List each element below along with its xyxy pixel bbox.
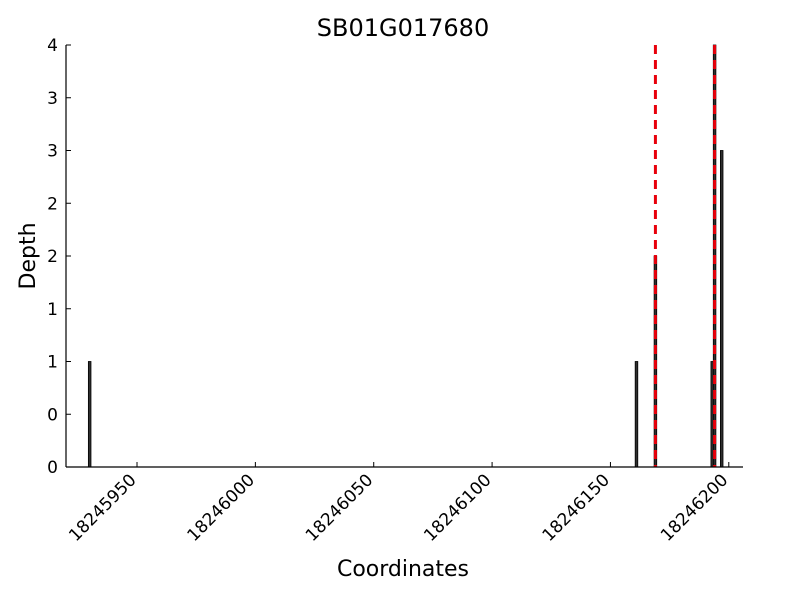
chart-title: SB01G017680 <box>317 14 489 42</box>
y-tick-label: 4 <box>47 36 58 56</box>
ticks-layer: 0 0 1 1 2 2 3 3 4 18245950 18246000 18246050 1824610… <box>47 36 732 546</box>
reference-lines-layer <box>653 45 717 467</box>
y-tick-label: 3 <box>47 142 58 162</box>
y-axis-label: Depth <box>16 222 41 289</box>
x-tick-label: 18246150 <box>539 470 614 545</box>
bar <box>720 150 724 468</box>
y-tick-label: 2 <box>47 247 58 267</box>
y-tick-label: 1 <box>47 300 58 320</box>
x-tick-label: 18245950 <box>65 470 140 545</box>
x-tick-label: 18246000 <box>184 470 259 545</box>
y-tick-label: 1 <box>47 353 58 373</box>
x-axis-label: Coordinates <box>337 557 469 582</box>
axes-layer <box>65 45 743 468</box>
bars-layer <box>87 44 724 468</box>
y-tick-label: 3 <box>47 89 58 109</box>
bar <box>634 361 639 468</box>
x-tick-label: 18246100 <box>420 470 495 545</box>
x-tick-label: 18246200 <box>657 470 732 545</box>
x-tick-label: 18246050 <box>302 470 377 545</box>
y-tick-label: 0 <box>47 458 58 478</box>
y-tick-label: 0 <box>47 405 58 425</box>
y-tick-label: 2 <box>47 194 58 214</box>
bar <box>87 361 92 468</box>
